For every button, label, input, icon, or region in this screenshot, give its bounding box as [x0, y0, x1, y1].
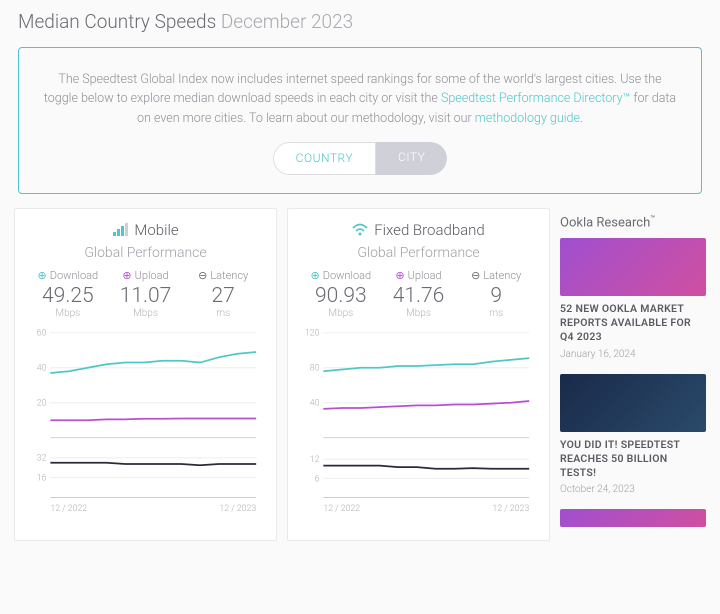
upload-icon: ⊕ [122, 269, 131, 282]
fixed-subtitle: Global Performance [302, 245, 535, 261]
svg-text:12 / 2023: 12 / 2023 [492, 504, 529, 514]
toggle-city[interactable]: CITY [376, 142, 447, 175]
mobile-download-value: 49.25 [29, 284, 107, 308]
download-icon: ⊕ [38, 269, 47, 282]
svg-text:60: 60 [37, 328, 47, 338]
research-sidebar: Ookla Research™ 52 NEW OOKLA MARKET REPO… [560, 208, 706, 541]
fixed-download-label: Download [323, 269, 371, 282]
fixed-download-metric: ⊕Download 90.93 Mbps [302, 269, 380, 319]
info-text-post: . [580, 111, 583, 126]
svg-text:32: 32 [37, 454, 47, 464]
mobile-latency-unit: ms [184, 308, 262, 319]
research-date: January 16, 2024 [560, 349, 706, 360]
fixed-title-text: Fixed Broadband [374, 221, 485, 239]
fixed-latency-chart: 12 6 12 / 2022 12 / 2023 [302, 447, 535, 515]
methodology-link[interactable]: methodology guide [475, 111, 580, 126]
mobile-upload-value: 11.07 [107, 284, 185, 308]
mobile-panel: Mobile Global Performance ⊕Download 49.2… [14, 208, 277, 541]
fixed-latency-unit: ms [457, 308, 535, 319]
mobile-metrics: ⊕Download 49.25 Mbps ⊕Upload 11.07 Mbps … [29, 269, 262, 319]
research-item[interactable]: 52 NEW OOKLA MARKET REPORTS AVAILABLE FO… [560, 238, 706, 360]
fixed-download-value: 90.93 [302, 284, 380, 308]
fixed-upload-metric: ⊕ Upload 41.76 Mbps [380, 269, 458, 319]
download-icon: ⊕ [311, 269, 320, 282]
svg-text:6: 6 [315, 474, 320, 484]
toggle-country[interactable]: COUNTRY [273, 142, 376, 175]
mobile-latency-chart: 32 16 12 / 2022 12 / 2023 [29, 447, 262, 515]
page-header: Median Country Speeds December 2023 [0, 0, 720, 47]
mobile-latency-metric: ⊖Latency 27 ms [184, 269, 262, 319]
mobile-latency-value: 27 [184, 284, 262, 308]
research-date: October 24, 2023 [560, 484, 706, 495]
mobile-signal-icon [112, 223, 128, 237]
mobile-upload-label: Upload [135, 269, 169, 282]
mobile-upload-metric: ⊕ Upload 11.07 Mbps [107, 269, 185, 319]
fixed-panel-title: Fixed Broadband [302, 221, 535, 239]
wifi-icon [352, 223, 368, 237]
country-city-toggle: COUNTRY CITY [273, 142, 448, 175]
fixed-latency-metric: ⊖Latency 9 ms [457, 269, 535, 319]
mobile-upload-unit: Mbps [107, 308, 185, 319]
page-month: December 2023 [221, 10, 353, 33]
fixed-latency-label: Latency [483, 269, 521, 282]
research-teaser-thumb [560, 509, 706, 527]
fixed-panel: Fixed Broadband Global Performance ⊕Down… [287, 208, 550, 541]
mobile-download-label: Download [50, 269, 98, 282]
research-headline: 52 NEW OOKLA MARKET REPORTS AVAILABLE FO… [560, 302, 706, 345]
fixed-latency-value: 9 [457, 284, 535, 308]
svg-text:20: 20 [37, 398, 47, 408]
sidebar-title: Ookla Research™ [560, 214, 706, 230]
performance-directory-link[interactable]: Speedtest Performance Directory™ [441, 91, 630, 106]
mobile-speed-chart: 60 40 20 [29, 327, 262, 444]
svg-text:12 / 2022: 12 / 2022 [50, 504, 87, 514]
fixed-speed-chart: 120 80 40 [302, 327, 535, 444]
mobile-download-unit: Mbps [29, 308, 107, 319]
svg-text:120: 120 [305, 328, 320, 338]
research-thumb [560, 374, 706, 432]
svg-text:12 / 2022: 12 / 2022 [323, 504, 360, 514]
mobile-panel-title: Mobile [29, 221, 262, 239]
svg-text:40: 40 [310, 398, 320, 408]
svg-text:80: 80 [310, 363, 320, 373]
upload-icon: ⊕ [395, 269, 404, 282]
page-title: Median Country Speeds [18, 10, 216, 33]
svg-text:12: 12 [310, 455, 320, 465]
fixed-download-unit: Mbps [302, 308, 380, 319]
fixed-upload-value: 41.76 [380, 284, 458, 308]
mobile-title-text: Mobile [134, 221, 178, 239]
research-item[interactable]: YOU DID IT! SPEEDTEST REACHES 50 BILLION… [560, 374, 706, 496]
svg-text:16: 16 [37, 474, 47, 484]
mobile-subtitle: Global Performance [29, 245, 262, 261]
research-headline: YOU DID IT! SPEEDTEST REACHES 50 BILLION… [560, 438, 706, 481]
research-teaser[interactable] [560, 509, 706, 527]
svg-text:40: 40 [37, 363, 47, 373]
mobile-download-metric: ⊕Download 49.25 Mbps [29, 269, 107, 319]
svg-text:12 / 2023: 12 / 2023 [219, 504, 256, 514]
main-content: Mobile Global Performance ⊕Download 49.2… [0, 208, 720, 541]
fixed-metrics: ⊕Download 90.93 Mbps ⊕Upload 41.76 Mbps … [302, 269, 535, 319]
fixed-upload-unit: Mbps [380, 308, 458, 319]
latency-icon: ⊖ [471, 269, 480, 282]
research-thumb [560, 238, 706, 296]
latency-icon: ⊖ [198, 269, 207, 282]
fixed-upload-label: Upload [408, 269, 442, 282]
info-box: The Speedtest Global Index now includes … [18, 47, 702, 194]
mobile-latency-label: Latency [210, 269, 248, 282]
